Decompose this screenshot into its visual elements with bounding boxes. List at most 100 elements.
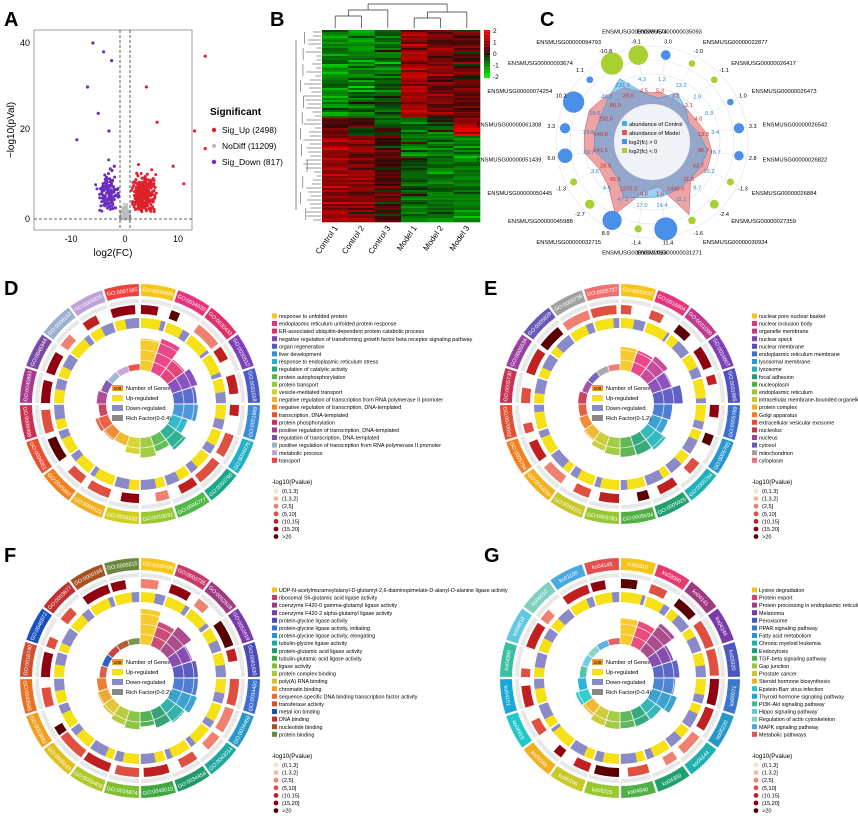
heatmap-cell: [427, 206, 454, 209]
circos-scale-ring: [716, 372, 725, 403]
radar-fc-label: 11.4: [663, 241, 673, 247]
circos-term-swatch: [272, 381, 277, 387]
volcano-point-down: [115, 188, 119, 192]
heatmap-cell: [427, 176, 454, 179]
radar-model-value: 80.0: [610, 103, 621, 109]
scale-segment: [484, 74, 490, 76]
heatmap-cell: [427, 54, 454, 57]
heatmap-cell: [401, 182, 428, 185]
circos-term-band: [104, 507, 139, 524]
heatmap-cell: [453, 58, 481, 61]
circos-down-bar: [688, 366, 702, 380]
heatmap-cell: [322, 30, 349, 33]
circos-rich-factor-bar: [652, 404, 673, 420]
circos-term-swatch: [752, 648, 757, 654]
volcano-point-up: [139, 172, 143, 176]
circos-pvalue-title: -log10(Pvalue): [752, 479, 792, 486]
heatmap-cell: [348, 94, 375, 97]
heatmap-cell: [427, 62, 454, 65]
radar-fc-bubble: [710, 76, 718, 84]
heatmap-cell: [322, 176, 349, 179]
radar-control-value: 1.2: [658, 77, 666, 83]
heatmap-cell: [322, 154, 349, 157]
circos-scale-ring: [559, 486, 588, 504]
circos-up-bar: [201, 354, 220, 377]
circos-up-bar: [153, 750, 166, 763]
heatmap-cell: [427, 98, 454, 101]
circos-scale-ring: [680, 464, 705, 489]
heatmap-cell: [374, 110, 402, 113]
heatmap-cell: [427, 42, 454, 45]
heatmap-cell: [427, 146, 454, 149]
circos-up-bar: [688, 702, 702, 715]
heatmap-cell: [374, 32, 402, 35]
heatmap-cell: [322, 190, 349, 193]
circos-scale-ring: [108, 299, 139, 308]
circos-term-id: GO:0016192: [106, 512, 137, 523]
circos-term-band: [104, 558, 139, 575]
circos-down-bar: [201, 440, 216, 454]
volcano-point-up: [153, 185, 157, 189]
heatmap-cell: [427, 208, 454, 211]
heatmap-cell: [453, 146, 481, 149]
heatmap-column-label: Model 2: [421, 224, 445, 253]
circos-down-bar: [658, 604, 670, 617]
circos-pvalue-bar: [696, 706, 714, 731]
heatmap-cell: [453, 92, 481, 95]
circos-scale-ring: [55, 319, 80, 344]
heatmap-cell: [427, 198, 454, 201]
circos-grid-ring: [555, 339, 685, 469]
heatmap-cell: [453, 94, 481, 97]
circos-down-bar: [534, 652, 548, 669]
circos-legend-label: Down-regulated: [126, 406, 166, 412]
circos-down-bar: [639, 594, 646, 606]
circos-scale-ring: [79, 304, 108, 322]
heatmap-cell: [322, 44, 349, 47]
scale-tick: 0: [493, 51, 497, 58]
circos-center: [588, 646, 652, 710]
circos-pvalue-bar: [143, 763, 170, 777]
circos-up-bar: [54, 664, 65, 678]
circos-term-swatch: [752, 450, 757, 456]
heatmap-cell: [427, 174, 454, 177]
heatmap-cell: [322, 48, 349, 51]
heatmap-cell: [453, 108, 481, 111]
circos-term-id: GO:0006468: [21, 406, 32, 437]
circos-up-bar: [70, 614, 89, 633]
circos-term-id: GO:0034450: [248, 680, 259, 711]
heatmap-cell: [453, 198, 481, 201]
heatmap-cell: [348, 144, 375, 147]
circos-grid-ring: [555, 613, 685, 743]
heatmap-cell: [453, 64, 481, 67]
volcano-point-up: [154, 173, 158, 177]
circos-term-label: Lysine degradation: [759, 588, 804, 594]
circos-term-id: GO:0043015: [142, 786, 173, 797]
heatmap-cell: [401, 56, 428, 59]
circos-pvalue-bar: [215, 432, 234, 458]
circos-term-swatch: [752, 595, 757, 600]
circos-term-swatch: [272, 625, 277, 631]
heatmap-cell: [348, 152, 375, 155]
heatmap-cell: [401, 72, 428, 75]
heatmap-cell: [348, 52, 375, 55]
heatmap-cell: [322, 200, 349, 203]
circos-scale-ring: [141, 573, 172, 582]
circos-term-label: positive regulation of transcription fro…: [279, 443, 441, 449]
circos-term-band: [723, 642, 740, 677]
circos-term-band: [43, 581, 76, 614]
circos-legend-label: Number of Genes: [126, 660, 170, 666]
circos-up-bar: [214, 678, 226, 694]
heatmap-cell: [348, 42, 375, 45]
heatmap-cell: [374, 120, 402, 123]
heatmap-cell: [401, 162, 428, 165]
radar-gene-label: ENSMUSG00000074254: [487, 89, 553, 95]
circos-grid-ring: [75, 339, 205, 469]
circos-rich-factor-bar: [647, 414, 668, 434]
volcano-point-down: [110, 203, 114, 207]
circos-down-bar: [90, 739, 110, 757]
volcano-point-down: [109, 190, 113, 194]
circos-scale-ring: [716, 679, 725, 710]
volcano-legend-title: Significant: [210, 107, 262, 118]
heatmap-cell: [322, 40, 349, 43]
radar-model-value: 4.5: [640, 89, 648, 95]
